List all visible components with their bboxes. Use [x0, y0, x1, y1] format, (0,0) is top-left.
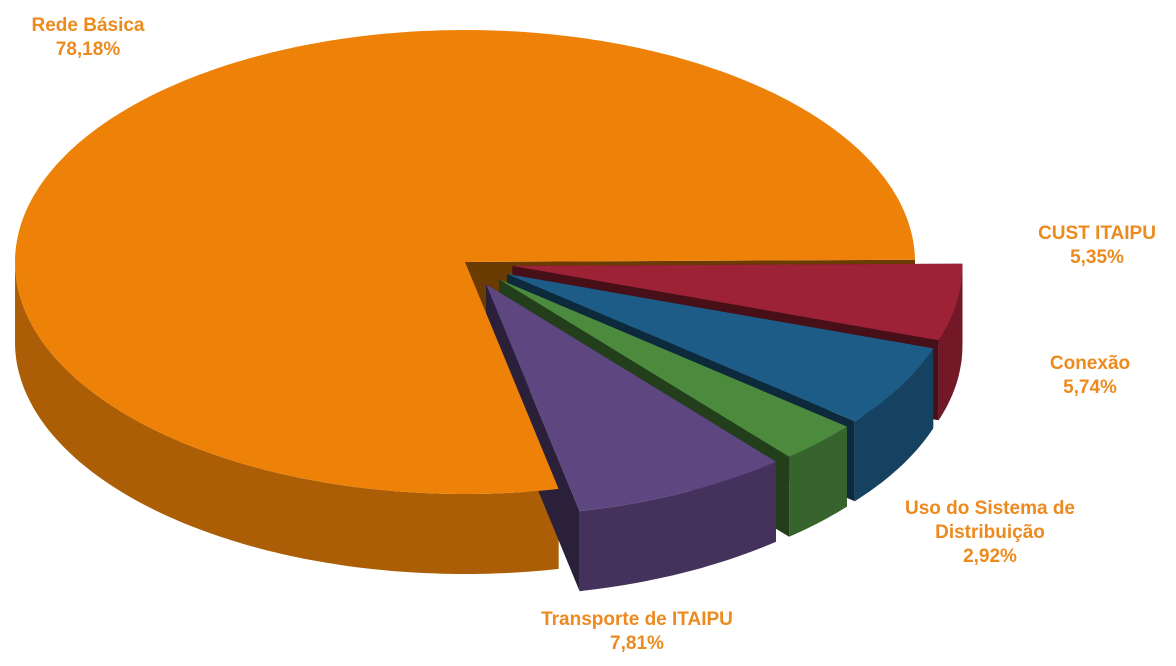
pie-slice — [15, 30, 915, 494]
slice-value: 2,92% — [963, 546, 1017, 567]
pie-slice — [486, 284, 776, 512]
slice-outer-side — [15, 262, 559, 574]
slice-value: 78,18% — [55, 39, 121, 60]
slice-outer-side — [938, 263, 963, 421]
pie-slice — [512, 263, 963, 341]
slice-label: Uso do Sistema de Distribuição 2,92% — [880, 497, 1100, 569]
slice-label: Conexão 5,74% — [1050, 352, 1130, 400]
pie-slice — [507, 274, 934, 422]
slice-label: CUST ITAIPU 5,35% — [1038, 222, 1156, 270]
slice-outer-side — [854, 348, 934, 502]
slice-value: 5,74% — [1063, 377, 1117, 398]
slice-value: 7,81% — [610, 633, 664, 654]
slice-label: Transporte de ITAIPU 7,81% — [541, 608, 733, 656]
slice-value: 5,35% — [1070, 247, 1124, 268]
slice-outer-side — [579, 461, 776, 592]
slice-name: Uso do Sistema de Distribuição — [905, 498, 1075, 543]
slice-name: CUST ITAIPU — [1038, 223, 1156, 244]
slice-name: Conexão — [1049, 353, 1131, 374]
slice-name: Transporte de ITAIPU — [541, 609, 733, 630]
slice-tops — [15, 30, 963, 512]
slice-name: Rede Básica — [31, 15, 145, 36]
pie-slice — [499, 279, 847, 457]
slice-outer-side — [789, 426, 847, 537]
slice-label: Rede Básica 78,18% — [31, 14, 144, 62]
